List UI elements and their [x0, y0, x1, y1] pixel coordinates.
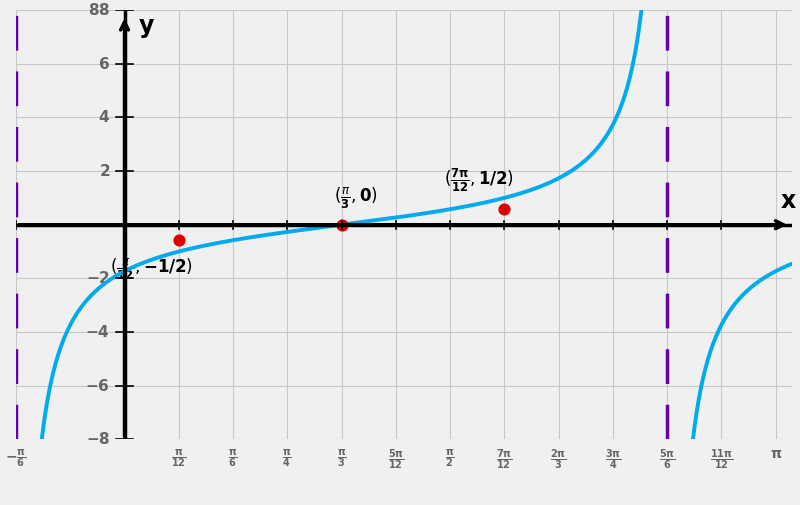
Text: $\mathbf{2}$: $\mathbf{2}$ — [98, 163, 110, 179]
Text: $\mathbf{\frac{\pi}{3}}$: $\mathbf{\frac{\pi}{3}}$ — [337, 447, 346, 469]
Text: x: x — [780, 189, 795, 213]
Text: $\mathbf{-4}$: $\mathbf{-4}$ — [86, 324, 110, 340]
Text: $\mathbf{-8}$: $\mathbf{-8}$ — [86, 431, 110, 447]
Text: $\mathbf{\frac{3\pi}{4}}$: $\mathbf{\frac{3\pi}{4}}$ — [605, 447, 621, 472]
Text: $\mathbf{\frac{\pi}{6}}$: $\mathbf{\frac{\pi}{6}}$ — [228, 447, 238, 469]
Text: $\mathbf{-\frac{\pi}{6}}$: $\mathbf{-\frac{\pi}{6}}$ — [6, 447, 26, 469]
Text: $\mathbf{8}$: $\mathbf{8}$ — [98, 2, 110, 18]
Text: $\mathbf{\frac{\pi}{4}}$: $\mathbf{\frac{\pi}{4}}$ — [282, 447, 292, 469]
Text: $\mathbf{\frac{2\pi}{3}}$: $\mathbf{\frac{2\pi}{3}}$ — [550, 447, 567, 472]
Text: $\mathbf{\frac{11\pi}{12}}$: $\mathbf{\frac{11\pi}{12}}$ — [710, 447, 733, 472]
Point — [172, 236, 185, 244]
Text: $\mathbf{\frac{\pi}{2}}$: $\mathbf{\frac{\pi}{2}}$ — [446, 447, 455, 469]
Text: $\mathbf{\frac{7\pi}{12}}$: $\mathbf{\frac{7\pi}{12}}$ — [496, 447, 513, 472]
Text: y: y — [139, 14, 154, 38]
Text: $(\frac{\pi}{\mathbf{3}}, \mathbf{0})$: $(\frac{\pi}{\mathbf{3}}, \mathbf{0})$ — [334, 186, 378, 211]
Text: $\mathbf{-2}$: $\mathbf{-2}$ — [86, 270, 110, 286]
Text: $\mathbf{\frac{\pi}{12}}$: $\mathbf{\frac{\pi}{12}}$ — [171, 447, 186, 469]
Text: $\mathbf{4}$: $\mathbf{4}$ — [98, 110, 110, 125]
Point — [498, 205, 510, 213]
Text: $\mathbf{-6}$: $\mathbf{-6}$ — [86, 378, 110, 394]
Text: $(\frac{\mathbf{7\pi}}{\mathbf{12}}, \mathbf{1/2})$: $(\frac{\mathbf{7\pi}}{\mathbf{12}}, \ma… — [445, 167, 514, 194]
Point — [335, 221, 348, 229]
Text: $\mathbf{8}$: $\mathbf{8}$ — [88, 2, 100, 18]
Text: $\mathbf{6}$: $\mathbf{6}$ — [98, 56, 110, 72]
Text: $\mathbf{\pi}$: $\mathbf{\pi}$ — [770, 447, 782, 462]
Text: $(\frac{\pi}{\mathbf{12}}, \mathbf{-1/2})$: $(\frac{\pi}{\mathbf{12}}, \mathbf{-1/2}… — [110, 257, 194, 282]
Text: $\mathbf{\frac{5\pi}{6}}$: $\mathbf{\frac{5\pi}{6}}$ — [659, 447, 675, 472]
Text: $\mathbf{\frac{5\pi}{12}}$: $\mathbf{\frac{5\pi}{12}}$ — [388, 447, 404, 472]
